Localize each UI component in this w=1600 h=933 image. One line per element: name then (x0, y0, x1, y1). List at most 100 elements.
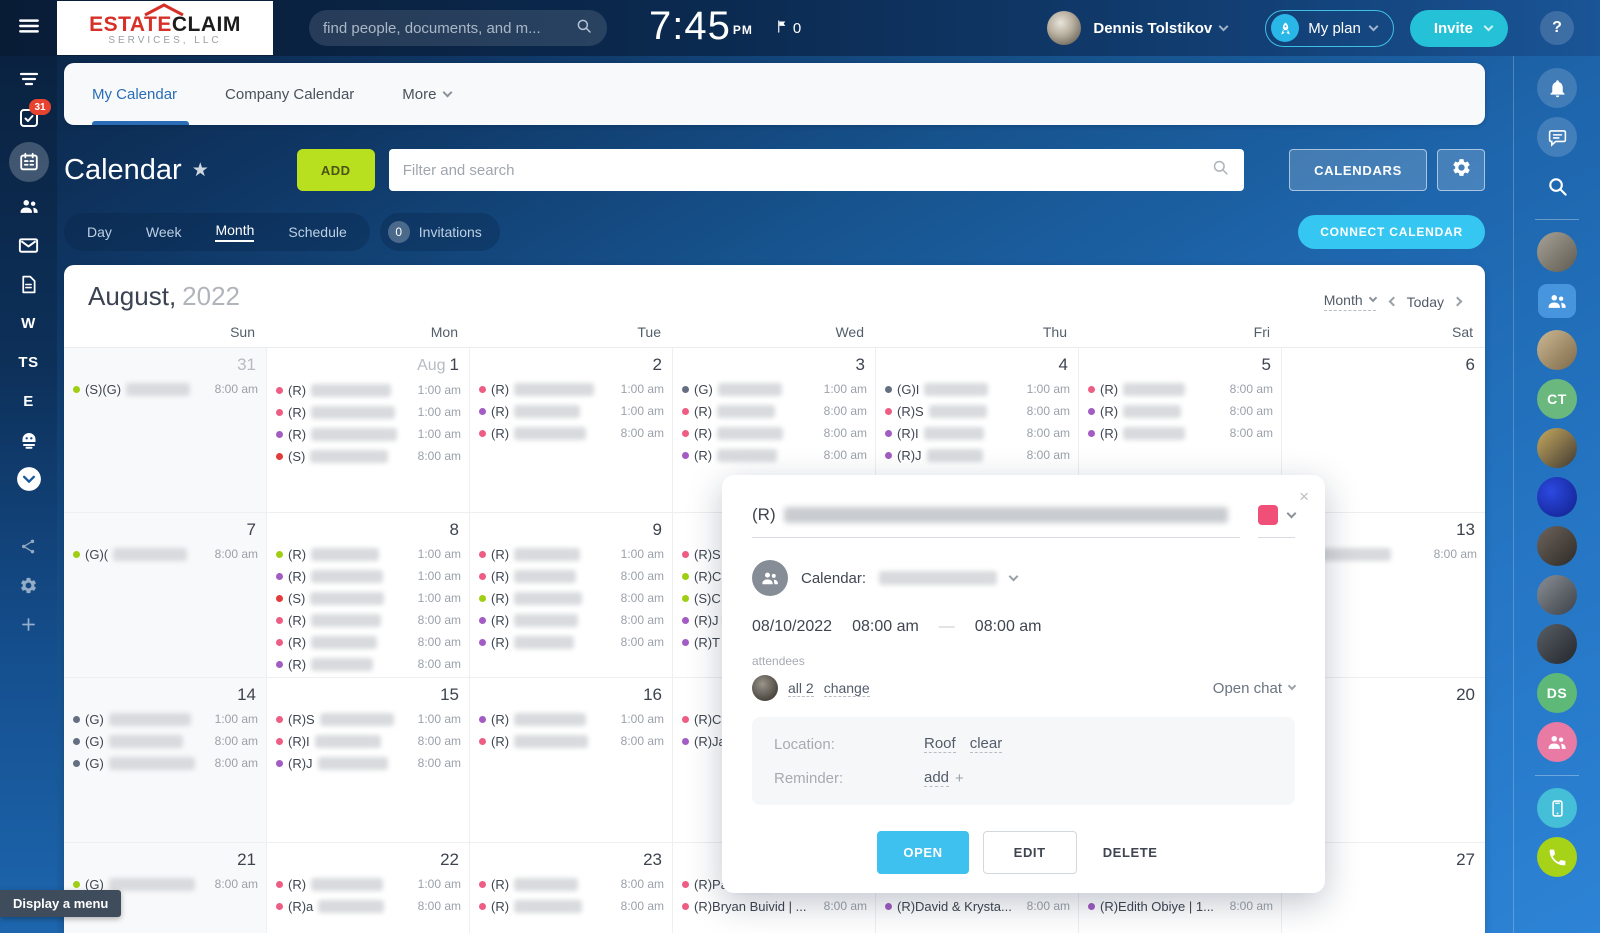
calendar-event[interactable]: (G) 8:00 am (64, 730, 266, 752)
group-chat-button[interactable] (1537, 281, 1577, 321)
reminder-add-link[interactable]: add (924, 769, 950, 787)
tab-my-calendar[interactable]: My Calendar (92, 85, 178, 103)
calendar-event[interactable]: (R)I 8:00 am (876, 422, 1078, 444)
day-cell-9[interactable]: 9 (R) 1:00 am (R) 8:00 am (R) 8:00 am (R) 8:00 a… (470, 513, 673, 677)
day-cell-4[interactable]: 4 (G)I 1:00 am (R)S 8:00 am (R)I 8:00 am (R)J 8:… (876, 348, 1079, 512)
sidebar-item-documents[interactable] (0, 269, 57, 299)
calendar-event[interactable]: (G)(8:00 am (64, 543, 266, 565)
day-cell-3[interactable]: 3 (G) 1:00 am (R) 8:00 am (R) 8:00 am (R) 8:00 a… (673, 348, 876, 512)
chat-avatar-ds[interactable]: DS (1537, 673, 1577, 713)
calendar-event[interactable]: (R) 1:00 am (267, 565, 469, 587)
sidebar-item-add[interactable] (0, 609, 57, 639)
calendar-event[interactable]: (G) 8:00 am (64, 873, 266, 895)
calendar-event[interactable]: (R) 8:00 am (1079, 378, 1281, 400)
chat-avatar[interactable] (1537, 624, 1577, 664)
event-color-picker[interactable] (1258, 505, 1297, 538)
calendar-event[interactable]: (R) 8:00 am (1079, 422, 1281, 444)
calendar-event[interactable]: (R) 1:00 am (267, 543, 469, 565)
calendar-event[interactable]: (R) 1:00 am (267, 401, 469, 423)
event-end-time[interactable]: 08:00 am (974, 618, 1042, 635)
mobile-app-button[interactable] (1537, 788, 1577, 828)
calendar-event[interactable]: (R) 8:00 am (470, 587, 672, 609)
calendar-event[interactable]: (R) 8:00 am (267, 653, 469, 675)
hamburger-menu-button[interactable] (0, 13, 57, 44)
calendar-event[interactable]: (R) 8:00 am (470, 895, 672, 917)
user-menu[interactable]: Dennis Tolstikov (1093, 20, 1229, 37)
calendar-event[interactable]: (R) 8:00 am (470, 631, 672, 653)
calendar-event[interactable]: (R)S 1:00 am (267, 708, 469, 730)
calendar-event[interactable]: (R)David & Krysta... 8:00 am (876, 895, 1078, 917)
close-icon[interactable]: × (1299, 487, 1309, 506)
open-button[interactable]: OPEN (877, 831, 969, 874)
day-cell-22[interactable]: 22 (R) 1:00 am (R)a 8:00 am (267, 843, 470, 933)
day-cell-31[interactable]: 31 (S)(G) 8:00 am (64, 348, 267, 512)
attendee-avatar[interactable] (752, 675, 778, 701)
tab-company-calendar[interactable]: Company Calendar (225, 85, 355, 103)
sidebar-item-employees[interactable] (0, 191, 57, 221)
calendar-event[interactable]: (R) 8:00 am (673, 444, 875, 466)
calendar-event[interactable]: (R)Bryan Buivid | ... 8:00 am (673, 895, 875, 917)
calendar-event[interactable]: (R) 1:00 am (267, 379, 469, 401)
attendees-change-link[interactable]: change (823, 679, 870, 697)
event-start-time[interactable]: 08:00 am (852, 618, 919, 635)
chat-avatar-ct[interactable]: CT (1537, 379, 1577, 419)
sidebar-item-tasks[interactable]: 31 (0, 99, 57, 133)
chat-avatar[interactable] (1537, 477, 1577, 517)
chat-avatar[interactable] (1537, 575, 1577, 615)
messenger-button[interactable] (1537, 117, 1577, 157)
day-cell-1[interactable]: Aug 1 (R) 1:00 am (R) 1:00 am (R) 1:00 am (S) 8:0… (267, 348, 470, 512)
report-flag[interactable]: 0 (775, 19, 801, 38)
add-button[interactable]: ADD (296, 149, 375, 191)
calendars-button[interactable]: CALENDARS (1289, 149, 1427, 191)
calendar-event[interactable]: (R)J 8:00 am (267, 752, 469, 774)
calendar-event[interactable]: (R)S 8:00 am (876, 400, 1078, 422)
chat-avatar[interactable] (1537, 428, 1577, 468)
invitations-button[interactable]: 0 Invitations (379, 213, 500, 251)
today-button[interactable]: Today (1406, 293, 1444, 310)
my-plan-button[interactable]: My plan (1265, 9, 1394, 47)
chevron-down-icon[interactable] (1008, 571, 1019, 581)
calendar-event[interactable]: (R) 8:00 am (470, 730, 672, 752)
global-search-input[interactable] (323, 19, 575, 37)
sidebar-item-workgroup-w[interactable]: W (0, 308, 57, 338)
invite-button[interactable]: Invite (1409, 9, 1508, 47)
scale-selector[interactable]: Month (1323, 292, 1377, 311)
calendar-event[interactable]: (R) 1:00 am (470, 708, 672, 730)
day-cell-6[interactable]: 6 (1282, 348, 1485, 512)
chat-avatar[interactable] (1537, 330, 1577, 370)
chat-avatar[interactable] (1537, 232, 1577, 272)
calendar-event[interactable]: (R) 8:00 am (267, 609, 469, 631)
sidebar-item-settings[interactable] (0, 570, 57, 600)
day-cell-23[interactable]: 23 (R) 8:00 am (R) 8:00 am (470, 843, 673, 933)
delete-button[interactable]: DELETE (1102, 845, 1158, 860)
calendar-event[interactable]: (R) 8:00 am (470, 565, 672, 587)
next-month-arrow-icon[interactable] (1452, 296, 1463, 307)
calendar-event[interactable]: (R) 8:00 am (470, 873, 672, 895)
day-cell-15[interactable]: 15 (R)S 1:00 am (R)I 8:00 am (R)J 8:00 am (267, 678, 470, 842)
calendar-event[interactable]: (G) 1:00 am (64, 708, 266, 730)
sidebar-item-automation[interactable] (0, 425, 57, 455)
calendar-event[interactable]: (R) 8:00 am (470, 609, 672, 631)
settings-button[interactable] (1437, 149, 1485, 191)
view-option-month[interactable]: Month (198, 213, 271, 251)
day-cell-21[interactable]: 21 (G) 8:00 am (64, 843, 267, 933)
sidebar-item-workgroup-e[interactable]: E (0, 386, 57, 416)
connect-calendar-button[interactable]: CONNECT CALENDAR (1298, 215, 1485, 249)
calendar-event[interactable]: (R) 8:00 am (470, 422, 672, 444)
day-cell-8[interactable]: 8 (R) 1:00 am (R) 1:00 am (S) 1:00 am (R) 8:00 a… (267, 513, 470, 677)
calendar-event[interactable]: (G) 1:00 am (673, 378, 875, 400)
tab-more[interactable]: More (402, 86, 453, 103)
clock[interactable]: 7:45 PM (649, 4, 753, 52)
calendar-event[interactable]: (R) 1:00 am (470, 400, 672, 422)
day-cell-16[interactable]: 16 (R) 1:00 am (R) 8:00 am (470, 678, 673, 842)
calendar-event[interactable]: (R)a 8:00 am (267, 895, 469, 917)
calendar-event[interactable]: (R)I 8:00 am (267, 730, 469, 752)
user-avatar[interactable] (1047, 11, 1082, 45)
calendar-event[interactable]: (R)J 8:00 am (876, 444, 1078, 466)
help-button[interactable]: ? (1540, 11, 1574, 45)
open-chat-button[interactable]: Open chat (1213, 680, 1297, 697)
calendar-event[interactable]: (R) 1:00 am (470, 543, 672, 565)
rail-search-button[interactable] (1537, 166, 1577, 206)
calendar-event[interactable]: (G)I 1:00 am (876, 378, 1078, 400)
sidebar-item-calendar[interactable] (0, 142, 57, 182)
